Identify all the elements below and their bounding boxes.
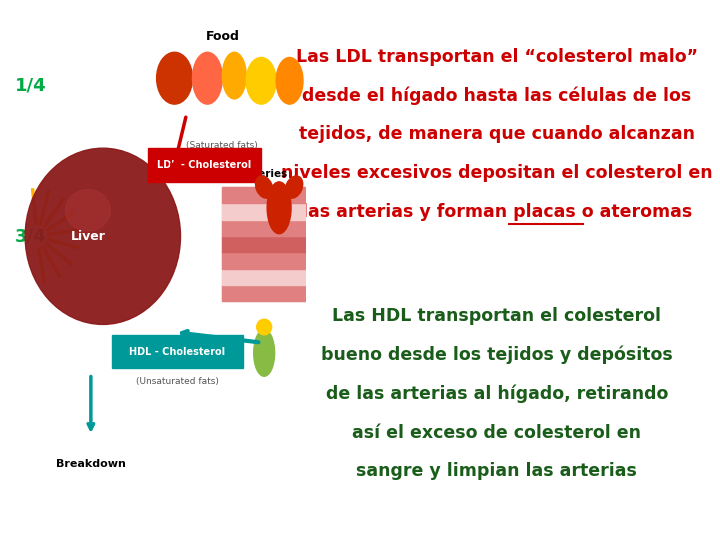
Bar xyxy=(222,204,306,220)
Ellipse shape xyxy=(157,52,192,104)
Text: las arterias y forman placas o ateromas: las arterias y forman placas o ateromas xyxy=(302,203,692,221)
Ellipse shape xyxy=(285,176,302,198)
Ellipse shape xyxy=(246,57,276,104)
Ellipse shape xyxy=(257,319,271,335)
Text: LDL - Cholesterol: LDL - Cholesterol xyxy=(157,160,251,170)
Ellipse shape xyxy=(66,190,110,231)
Bar xyxy=(222,187,306,301)
Bar xyxy=(222,220,306,236)
Bar xyxy=(222,285,306,301)
Ellipse shape xyxy=(267,182,291,234)
Text: 1/4: 1/4 xyxy=(15,77,47,95)
Text: (Saturated fats): (Saturated fats) xyxy=(186,141,258,150)
Text: tejidos, de manera que cuando alcanzan: tejidos, de manera que cuando alcanzan xyxy=(299,125,695,144)
Text: así el exceso de colesterol en: así el exceso de colesterol en xyxy=(352,423,642,442)
Text: 3/4: 3/4 xyxy=(15,227,47,245)
Text: Arteries: Arteries xyxy=(240,169,288,179)
Text: (Unsaturated fats): (Unsaturated fats) xyxy=(136,377,219,386)
Text: Liver: Liver xyxy=(71,230,105,243)
Bar xyxy=(222,187,306,204)
Bar xyxy=(222,268,306,285)
Text: desde el hígado hasta las células de los: desde el hígado hasta las células de los xyxy=(302,86,691,105)
Bar xyxy=(112,335,243,368)
Ellipse shape xyxy=(192,52,222,104)
Text: de las arterias al hígado, retirando: de las arterias al hígado, retirando xyxy=(325,384,668,403)
Bar xyxy=(222,236,306,252)
Ellipse shape xyxy=(253,329,274,376)
Text: Breakdown: Breakdown xyxy=(56,460,126,469)
Ellipse shape xyxy=(25,148,181,325)
Text: Food: Food xyxy=(205,30,239,43)
Ellipse shape xyxy=(256,176,273,198)
Text: niveles excesivos depositan el colesterol en: niveles excesivos depositan el colestero… xyxy=(281,164,713,183)
Text: HDL - Cholesterol: HDL - Cholesterol xyxy=(130,347,225,356)
Ellipse shape xyxy=(222,52,246,99)
Text: sangre y limpian las arterias: sangre y limpian las arterias xyxy=(356,462,637,481)
Text: Las HDL transportan el colesterol: Las HDL transportan el colesterol xyxy=(333,307,661,325)
Text: Las LDL transportan el “colesterol malo”: Las LDL transportan el “colesterol malo” xyxy=(296,48,698,66)
Bar xyxy=(222,252,306,268)
Text: bueno desde los tejidos y depósitos: bueno desde los tejidos y depósitos xyxy=(321,346,672,364)
Bar xyxy=(148,148,261,182)
Ellipse shape xyxy=(276,57,303,104)
